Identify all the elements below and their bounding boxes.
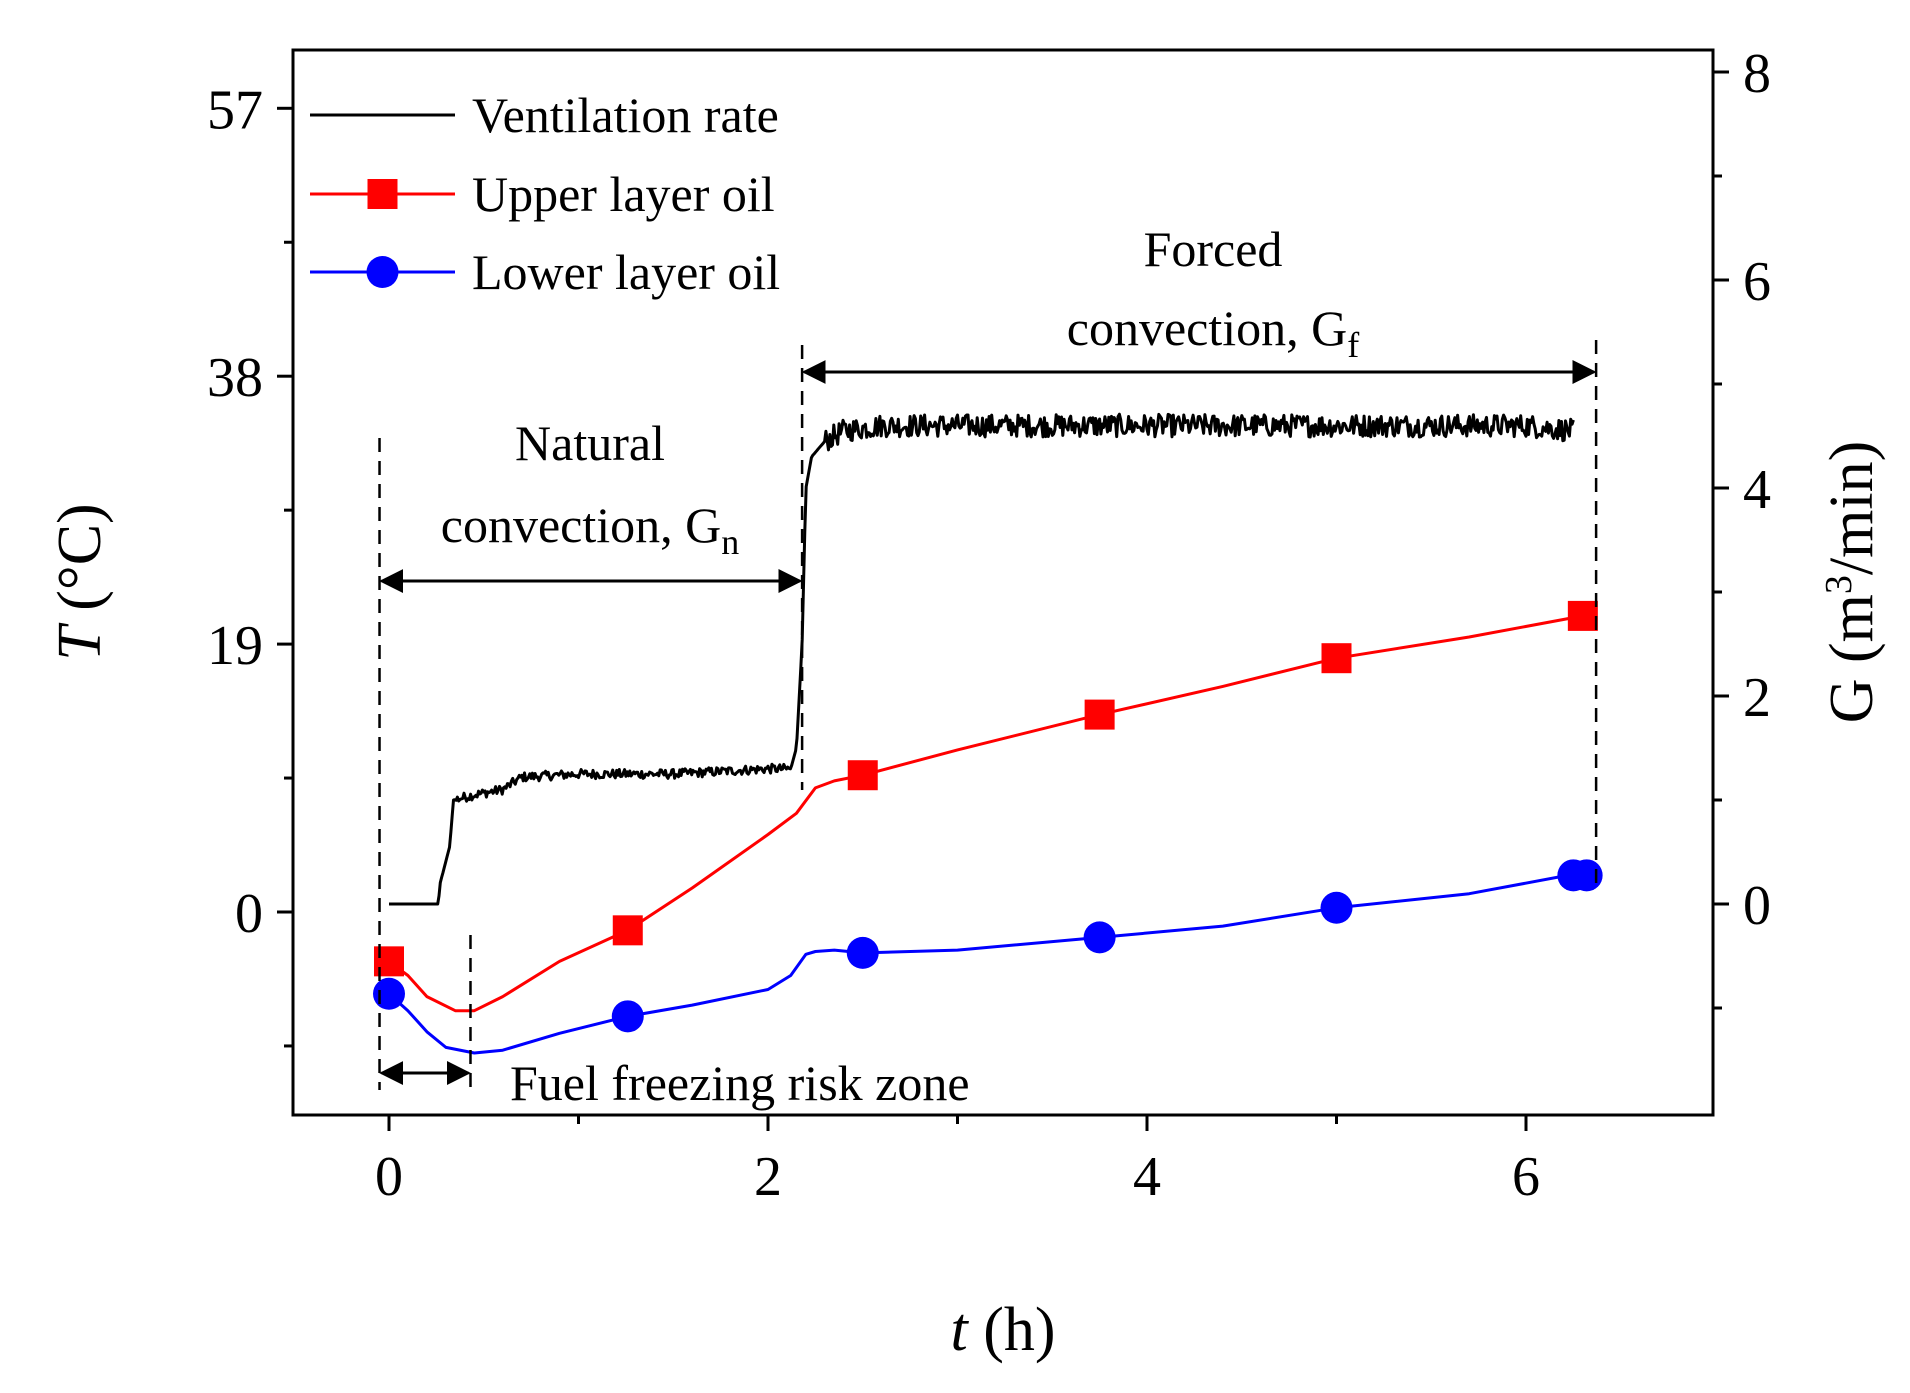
legend-label: Lower layer oil: [472, 244, 780, 300]
upper-oil-marker: [1321, 643, 1352, 674]
y-right-tick-label: 0: [1743, 875, 1771, 937]
y-left-tick-label: 57: [207, 79, 263, 141]
upper-oil-marker: [1084, 699, 1115, 730]
lower-oil-marker: [1570, 859, 1603, 892]
x-tick-label: 2: [754, 1146, 782, 1208]
x-tick-label: 4: [1133, 1146, 1161, 1208]
plot-frame: [291, 48, 1715, 1117]
legend-marker-circle: [366, 256, 399, 288]
annotations: Natural convection, Gn Forced convection, G…: [378, 221, 1598, 1111]
upper-oil-marker: [1567, 600, 1598, 631]
x-axis-title: t (h): [950, 1296, 1055, 1364]
series-line-lower-layer-oil: [388, 871, 1584, 1055]
series-layer: [373, 412, 1603, 1055]
x-tick-label: 0: [375, 1146, 403, 1208]
lower-oil-marker: [1083, 921, 1116, 954]
y-left-axis-title: T (°C): [46, 503, 114, 660]
y-right-tick-label: 6: [1743, 251, 1771, 313]
y-left-tick-label: 19: [207, 615, 263, 677]
legend-marker-square: [367, 179, 398, 209]
y-right-tick-label: 2: [1743, 667, 1771, 729]
lower-oil-marker: [373, 977, 405, 1010]
series-line-ventilation-rate: [388, 412, 1575, 906]
lower-oil-marker: [846, 936, 879, 969]
legend: Ventilation rate Upper layer oil Lower lay…: [310, 87, 780, 300]
freezing-zone-label: Fuel freezing risk zone: [510, 1055, 970, 1111]
series-line-upper-layer-oil: [388, 614, 1584, 1013]
natural-convection-label: Natural: [515, 415, 665, 471]
y-left-tick-label: 38: [207, 347, 263, 409]
axis-titles: t (h) T (°C) G (m3/min): [46, 441, 1886, 1364]
lower-oil-marker: [611, 1000, 644, 1033]
upper-oil-marker: [612, 915, 643, 946]
legend-label: Upper layer oil: [472, 166, 775, 222]
natural-convection-label-line2: convection, Gn: [441, 497, 739, 562]
lower-oil-marker: [1320, 891, 1353, 924]
y-right-axis-title: G (m3/min): [1818, 441, 1886, 723]
legend-label: Ventilation rate: [472, 87, 779, 143]
y-right-tick-label: 4: [1743, 459, 1771, 521]
y-left-tick-label: 0: [235, 883, 263, 945]
forced-convection-label: Forced: [1144, 221, 1283, 277]
axes: 0 2 4 6 0 19 38 57 0 2 4 6 8: [207, 43, 1771, 1208]
forced-convection-label-line2: convection, Gf: [1067, 300, 1359, 365]
x-tick-label: 6: [1512, 1146, 1540, 1208]
upper-oil-marker: [847, 760, 878, 791]
y-right-tick-label: 8: [1743, 43, 1771, 105]
